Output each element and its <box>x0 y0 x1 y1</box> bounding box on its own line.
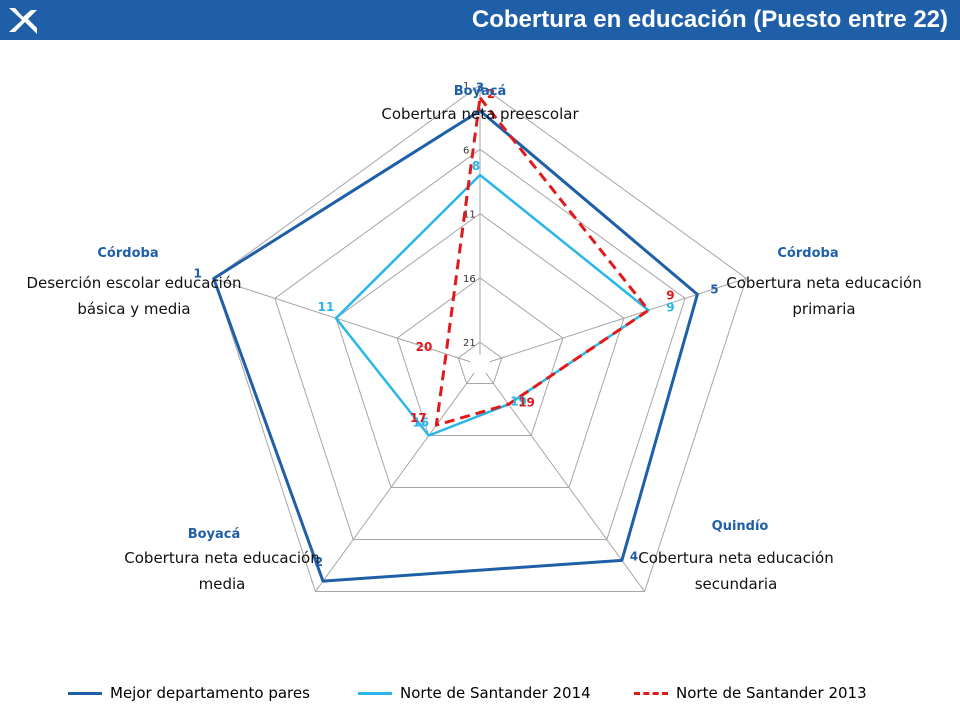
tick-label-3: 16 <box>463 274 476 285</box>
axis-label-4-line-1: básica y media <box>77 300 190 318</box>
legend-swatch-series-2 <box>634 691 668 695</box>
legend-label-series-1: Norte de Santander 2014 <box>400 684 591 702</box>
data-label-s2-a1: 9 <box>666 288 674 302</box>
grid-spoke-1 <box>489 277 747 363</box>
axis-dept-label-1: Córdoba <box>777 246 838 261</box>
data-label-s0-a3: 2 <box>315 555 323 569</box>
data-label-s0-a1: 5 <box>710 282 718 296</box>
data-label-s1-a0: 8 <box>472 159 480 173</box>
axis-dept-label-3: Boyacá <box>188 527 241 542</box>
axis-label-1-line-0: Cobertura neta educación <box>726 274 921 292</box>
grid-spoke-2 <box>485 372 645 592</box>
data-label-s1-a2: 19 <box>510 394 527 408</box>
tick-label-1: 6 <box>463 145 469 156</box>
legend-label-series-2: Norte de Santander 2013 <box>676 684 867 702</box>
axis-label-2-line-0: Cobertura neta educación <box>638 549 833 567</box>
data-label-s0-a4: 1 <box>194 266 202 280</box>
tick-label-4: 21 <box>463 338 476 349</box>
data-label-s2-a0: 2 <box>487 87 495 101</box>
axis-label-0-line-0: Cobertura neta preescolar <box>381 105 579 123</box>
radar-axis-labels: Boyacá Cobertura neta preescolar Córdoba Co… <box>26 84 921 593</box>
axis-dept-label-0: Boyacá <box>454 84 507 99</box>
axis-label-3-line-0: Cobertura neta educación <box>124 549 319 567</box>
axis-dept-label-4: Córdoba <box>97 246 158 261</box>
grid-ring-2 <box>335 212 625 489</box>
series-line-2 <box>434 96 650 427</box>
tick-label-2: 11 <box>463 210 476 221</box>
grid-ring-3 <box>396 277 564 437</box>
axis-dept-label-2: Quindío <box>712 519 769 534</box>
grid-ring-1 <box>274 148 686 541</box>
legend-label-series-0: Mejor departamento pares <box>110 684 310 702</box>
grid-ring-4 <box>457 341 503 384</box>
radar-grid <box>213 84 747 593</box>
axis-label-2-line-1: secundaria <box>695 575 778 593</box>
legend-item-series-0: Mejor departamento pares <box>68 680 310 706</box>
axis-label-3-line-1: media <box>199 575 246 593</box>
radar-series <box>212 96 699 583</box>
legend-item-series-1: Norte de Santander 2014 <box>358 680 591 706</box>
tick-label-0: 1 <box>463 81 469 92</box>
legend-swatch-series-1 <box>358 691 392 695</box>
axis-label-4-line-0: Deserción escolar educación <box>26 274 241 292</box>
data-label-s2-a4: 20 <box>416 340 433 354</box>
data-label-s2-a2: 19 <box>518 395 535 409</box>
data-label-s0-a0: 3 <box>476 81 484 95</box>
star-logo-icon <box>9 8 37 34</box>
series-line-1 <box>334 173 650 437</box>
data-label-s1-a3: 16 <box>412 416 429 430</box>
legend-item-series-2: Norte de Santander 2013 <box>634 680 867 706</box>
grid-ring-0 <box>213 84 747 593</box>
legend-swatch-series-0 <box>68 691 102 695</box>
page-title: Cobertura en educación (Puesto entre 22) <box>471 6 948 33</box>
grid-spoke-3 <box>315 372 475 592</box>
grid-spoke-4 <box>213 277 471 363</box>
data-label-s1-a4: 11 <box>318 300 335 314</box>
data-label-s2-a3: 17 <box>410 411 427 425</box>
data-label-s0-a2: 4 <box>630 549 638 563</box>
axis-label-1-line-1: primaria <box>792 300 855 318</box>
data-label-s1-a1: 9 <box>666 300 674 314</box>
header-bar: Cobertura en educación (Puesto entre 22) <box>0 0 960 40</box>
chart-legend: Mejor departamento pares Norte de Santan… <box>0 680 960 710</box>
series-line-0 <box>212 109 699 583</box>
